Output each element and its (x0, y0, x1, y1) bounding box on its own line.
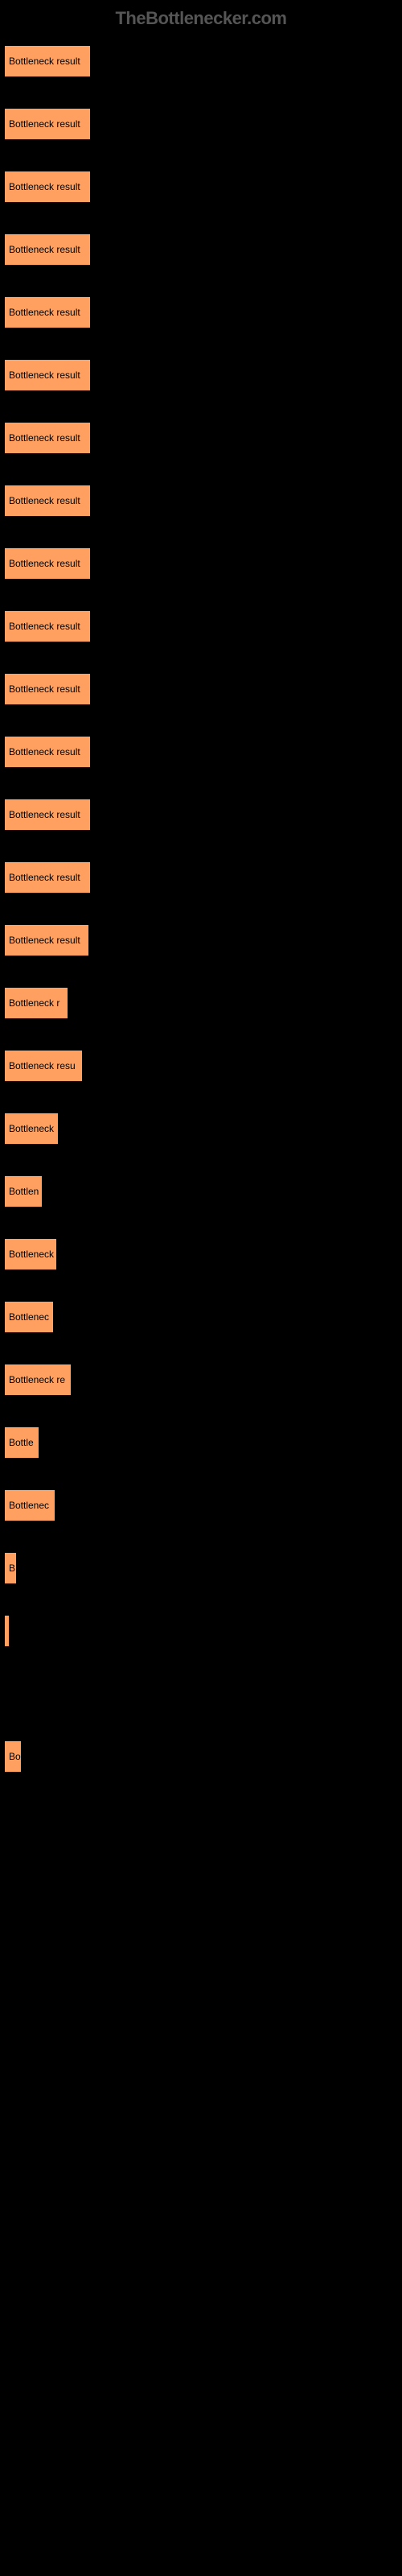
bar-row: Bottleneck result (4, 610, 398, 642)
bar-label: Bo (9, 1751, 21, 1762)
bar-label: Bottleneck (9, 1123, 54, 1134)
chart-bar: Bottleneck result (4, 673, 91, 705)
bar-row: Bottleneck result (4, 108, 398, 140)
chart-bar: Bottleneck result (4, 485, 91, 517)
bar-row: Bottleneck result (4, 673, 398, 705)
bar-row: Bottleneck result (4, 233, 398, 266)
bar-row: Bottleneck result (4, 45, 398, 77)
bar-row (4, 1678, 398, 1710)
chart-bar: Bo (4, 1740, 22, 1773)
chart-bar: Bottleneck result (4, 296, 91, 328)
bar-row: Bottlenec (4, 1489, 398, 1521)
bar-row: Bottleneck result (4, 924, 398, 956)
chart-bar: Bottleneck r (4, 987, 68, 1019)
chart-bar: Bottleneck result (4, 45, 91, 77)
bar-row (4, 1866, 398, 1898)
bar-row: Bottleneck result (4, 799, 398, 831)
watermark-text: TheBottlenecker.com (0, 8, 402, 29)
bar-label: Bottleneck result (9, 621, 80, 632)
bar-row (4, 2494, 398, 2526)
bar-label: Bottleneck result (9, 935, 80, 946)
bar-chart: Bottleneck result Bottleneck result Bottle… (0, 45, 402, 2526)
chart-bar: B (4, 1552, 17, 1584)
chart-bar: Bottleneck result (4, 610, 91, 642)
bar-row: Bottleneck (4, 1113, 398, 1145)
chart-bar: Bottleneck result (4, 233, 91, 266)
bar-label: Bottleneck result (9, 432, 80, 444)
bar-label: Bottleneck result (9, 244, 80, 255)
bar-row: Bottleneck re (4, 1364, 398, 1396)
bar-label: Bottleneck result (9, 181, 80, 192)
bar-label: Bottleneck result (9, 872, 80, 883)
bar-row: Bottleneck (4, 1238, 398, 1270)
bar-label: Bottleneck (9, 1249, 54, 1260)
bar-row (4, 2368, 398, 2401)
bar-row (4, 2054, 398, 2087)
chart-bar: Bottleneck result (4, 547, 91, 580)
bar-row: Bottleneck r (4, 987, 398, 1019)
chart-bar: Bottleneck result (4, 861, 91, 894)
chart-bar: Bottleneck result (4, 422, 91, 454)
chart-bar: Bottlenec (4, 1489, 55, 1521)
bar-row (4, 1615, 398, 1647)
bar-row (4, 2180, 398, 2212)
bar-row: Bo (4, 1740, 398, 1773)
bar-label: Bottleneck r (9, 997, 59, 1009)
bar-row: Bottleneck result (4, 485, 398, 517)
chart-bar: Bottleneck result (4, 736, 91, 768)
bar-label: Bottleneck result (9, 683, 80, 695)
chart-bar: Bottleneck result (4, 108, 91, 140)
bar-label: Bottleneck result (9, 307, 80, 318)
bar-label: Bottleneck re (9, 1374, 65, 1385)
bar-row: Bottleneck resu (4, 1050, 398, 1082)
bar-label: Bottleneck result (9, 118, 80, 130)
chart-bar: Bottleneck result (4, 924, 89, 956)
bar-row (4, 1803, 398, 1835)
bar-row: Bottlenec (4, 1301, 398, 1333)
bar-row: Bottleneck result (4, 422, 398, 454)
chart-bar: Bottleneck (4, 1238, 57, 1270)
bar-label: Bottleneck result (9, 495, 80, 506)
chart-bar: Bottlenec (4, 1301, 54, 1333)
bar-label: Bottlen (9, 1186, 39, 1197)
chart-bar (4, 1615, 10, 1647)
bar-row: Bottle (4, 1426, 398, 1459)
bar-label: Bottlenec (9, 1500, 49, 1511)
bar-row: Bottleneck result (4, 736, 398, 768)
bar-row (4, 1992, 398, 2024)
bar-label: Bottleneck result (9, 809, 80, 820)
bar-row: Bottleneck result (4, 861, 398, 894)
bar-label: Bottleneck result (9, 558, 80, 569)
chart-bar: Bottleneck result (4, 799, 91, 831)
bar-label: Bottleneck result (9, 746, 80, 758)
chart-bar: Bottleneck result (4, 171, 91, 203)
bar-row: B (4, 1552, 398, 1584)
bar-row: Bottleneck result (4, 547, 398, 580)
bar-label: Bottleneck resu (9, 1060, 76, 1071)
chart-bar: Bottle (4, 1426, 39, 1459)
bar-row (4, 2306, 398, 2338)
chart-bar: Bottleneck resu (4, 1050, 83, 1082)
bar-row (4, 1929, 398, 1961)
chart-bar: Bottleneck result (4, 359, 91, 391)
bar-label: B (9, 1563, 15, 1574)
bar-row (4, 2117, 398, 2149)
chart-bar: Bottleneck re (4, 1364, 72, 1396)
bar-label: Bottlenec (9, 1311, 49, 1323)
chart-bar: Bottleneck (4, 1113, 59, 1145)
bar-row: Bottleneck result (4, 171, 398, 203)
bar-row (4, 2431, 398, 2463)
bar-label: Bottleneck result (9, 56, 80, 67)
bar-row: Bottleneck result (4, 296, 398, 328)
bar-label: Bottle (9, 1437, 34, 1448)
bar-row (4, 2243, 398, 2275)
chart-bar: Bottlen (4, 1175, 43, 1208)
bar-row: Bottlen (4, 1175, 398, 1208)
bar-label: Bottleneck result (9, 369, 80, 381)
bar-row: Bottleneck result (4, 359, 398, 391)
